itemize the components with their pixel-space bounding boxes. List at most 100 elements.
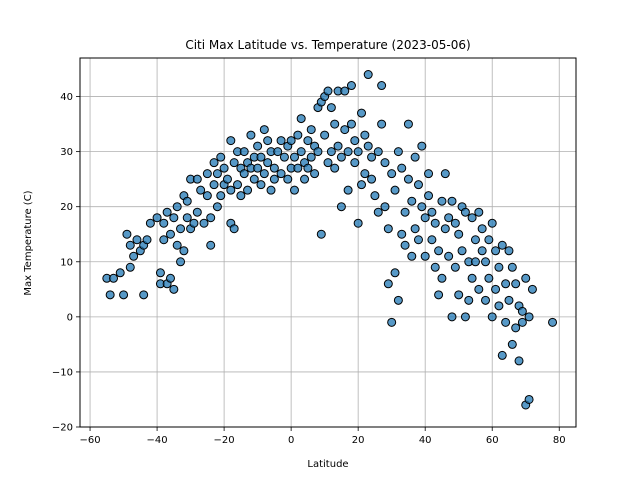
y-tick-label: −20 (52, 423, 73, 434)
data-point (182, 213, 192, 223)
data-point (199, 218, 209, 228)
data-point (216, 152, 226, 162)
data-point (300, 174, 310, 184)
data-point (239, 147, 249, 157)
data-point (336, 152, 346, 162)
data-point (417, 141, 427, 151)
data-point (447, 312, 457, 322)
data-point (222, 174, 232, 184)
data-point (310, 169, 320, 179)
data-point (383, 279, 393, 289)
data-point (370, 191, 380, 201)
data-point (517, 317, 527, 327)
data-point (407, 251, 417, 261)
y-tick-label: 20 (60, 202, 73, 213)
chart-title: Citi Max Latitude vs. Temperature (2023-… (185, 38, 470, 52)
data-point (233, 180, 243, 190)
data-point (263, 158, 273, 168)
data-point (162, 207, 172, 217)
data-point (320, 130, 330, 140)
data-point (427, 207, 437, 217)
data-point (202, 191, 212, 201)
data-point (373, 207, 383, 217)
data-point (477, 224, 487, 234)
data-point (417, 202, 427, 212)
data-point (387, 169, 397, 179)
data-point (330, 119, 340, 129)
data-point (172, 202, 182, 212)
data-point (481, 257, 491, 267)
data-point (504, 246, 514, 256)
data-point (470, 257, 480, 267)
data-point (303, 136, 313, 146)
data-point (340, 125, 350, 135)
y-axis-label: Max Temperature (C) (23, 190, 34, 295)
data-point (454, 229, 464, 239)
data-point (464, 295, 474, 305)
data-point (229, 158, 239, 168)
data-point (410, 152, 420, 162)
data-point (424, 169, 434, 179)
data-point (424, 191, 434, 201)
data-point (296, 147, 306, 157)
data-point (400, 207, 410, 217)
data-point (216, 191, 226, 201)
data-point (249, 174, 259, 184)
data-point (427, 235, 437, 245)
data-point (393, 295, 403, 305)
data-point (165, 229, 175, 239)
data-point (212, 202, 222, 212)
data-point (176, 224, 186, 234)
data-point (447, 196, 457, 206)
data-point (125, 240, 135, 250)
data-point (256, 152, 266, 162)
data-point (353, 218, 363, 228)
data-point (467, 273, 477, 283)
data-point (229, 224, 239, 234)
data-point (219, 163, 229, 173)
data-point (253, 163, 263, 173)
x-tick-label: −60 (79, 435, 100, 446)
y-tick-label: 30 (60, 147, 73, 158)
y-tick-label: 40 (60, 92, 73, 103)
data-point (276, 169, 286, 179)
data-point (440, 169, 450, 179)
data-point (548, 317, 558, 327)
data-point (159, 218, 169, 228)
y-tick-label: 10 (60, 257, 73, 268)
data-point (279, 152, 289, 162)
data-point (239, 169, 249, 179)
data-point (491, 284, 501, 294)
data-point (397, 229, 407, 239)
data-point (440, 224, 450, 234)
data-point (259, 169, 269, 179)
data-point (467, 213, 477, 223)
data-point (165, 273, 175, 283)
data-point (256, 180, 266, 190)
data-point (487, 218, 497, 228)
data-point (393, 147, 403, 157)
data-point (259, 125, 269, 135)
data-point (189, 218, 199, 228)
data-point (326, 103, 336, 113)
data-point (236, 191, 246, 201)
data-point (303, 163, 313, 173)
data-point (296, 114, 306, 124)
data-point (350, 136, 360, 146)
data-point (313, 147, 323, 157)
data-point (524, 312, 534, 322)
data-point (514, 356, 524, 366)
data-point (343, 185, 353, 195)
data-point (501, 317, 511, 327)
data-point (484, 273, 494, 283)
data-point (326, 147, 336, 157)
data-point (521, 273, 531, 283)
data-point (373, 147, 383, 157)
data-point (487, 312, 497, 322)
axis-ticks: −60 −40 −20 0 20 40 60 80 −20 −10 0 10 20 30 40 (52, 92, 566, 446)
data-point (192, 174, 202, 184)
data-point (511, 279, 521, 289)
data-point (387, 317, 397, 327)
data-point (477, 246, 487, 256)
data-point (470, 235, 480, 245)
